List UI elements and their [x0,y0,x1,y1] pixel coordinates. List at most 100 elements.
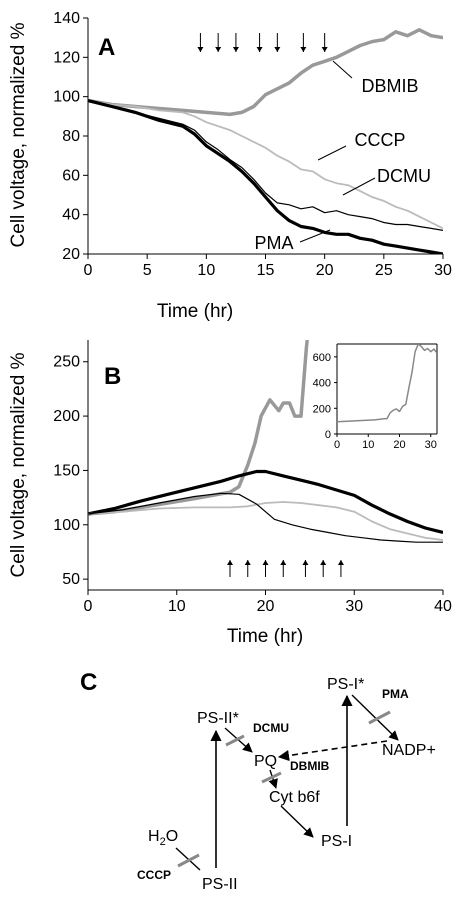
x-tick-label: 20 [257,598,275,615]
y-tick-label: 50 [62,571,80,588]
y-tick-label: 600 [313,352,331,364]
treatment-arrow-head [227,560,233,565]
panel-b-xlabel: Time (hr) [227,626,303,647]
arrow-cytb6f-to-ps1 [280,805,314,838]
panel-a-label: A [98,34,115,61]
leader-cccp [317,145,347,161]
treatment-arrow-head [262,560,269,565]
y-tick-label: 100 [53,89,80,106]
treatment-arrow-head [280,560,287,565]
series-line-3 [88,492,443,543]
x-tick-label: 40 [434,598,452,615]
series-line-dbmib [88,28,443,117]
series-line-dcmu [88,100,443,231]
y-tick-label: 20 [62,246,80,263]
x-tick-label: 10 [362,439,374,451]
treatment-arrow-head [320,560,327,565]
series-line-pma [88,99,443,254]
treatment-arrow-head [321,47,328,52]
series-group [337,344,437,423]
treatment-arrow-head [300,47,307,52]
series-line-cccp [88,99,443,230]
treatment-arrow-head [274,47,281,52]
node-pq: PQ [254,753,277,770]
leader-dcmu [342,177,376,196]
h2o-subscript: 2 [160,836,166,848]
treatment-arrow-head [302,560,309,565]
node-ps2: PS-II [202,876,238,893]
x-tick-label: 15 [257,262,275,279]
treatment-arrow-head [244,560,251,565]
y-tick-label: 200 [53,408,80,425]
y-tick-label: 0 [325,429,331,441]
y-tick-label: 100 [53,517,80,534]
y-tick-label: 250 [53,354,80,371]
series-group [88,28,443,254]
x-tick-label: 30 [345,598,363,615]
node-h2o: H2O [148,828,178,848]
block-mark-cccp [177,853,200,868]
inhibitor-dcmu: DCMU [253,721,289,735]
x-tick-label: 20 [316,262,334,279]
panel-b-inset: 0 10 20 30 0 200 400 600 [313,343,438,451]
series-line-1 [88,469,443,534]
series-line-0 [88,340,309,516]
panel-a-ylabel: Cell voltage, normalized % [8,22,29,247]
y-tick-label: 60 [62,167,80,184]
label-dbmib: DBMIB [361,76,418,96]
panel-a-xlabel: Time (hr) [157,301,233,322]
x-tick-label: 0 [84,262,93,279]
x-tick-label: 30 [425,439,437,451]
line-h2o-to-ps2 [175,847,201,871]
label-cccp: CCCP [354,130,405,150]
panel-b-label: B [104,363,121,390]
label-dcmu: DCMU [377,166,431,186]
panel-b-ylabel: Cell voltage, normalized % [8,352,29,577]
y-tick-label: 200 [313,403,331,415]
x-tick-label: 0 [334,439,340,451]
x-tick-label: 10 [197,262,215,279]
arrow-ps1star-to-nadp [351,694,399,741]
treatment-arrow-head [215,47,222,52]
panel-a-plot-area: 0 5 10 15 20 25 30 20 40 60 80 100 120 140 [53,10,452,279]
node-ps1: PS-I [321,833,352,850]
treatment-arrow-head [197,47,204,52]
series-line-2 [88,501,443,541]
x-tick-label: 20 [393,439,405,451]
arrow-pq-to-cytb6f [268,769,278,789]
y-tick-label: 120 [53,49,80,66]
y-tick-label: 150 [53,462,80,479]
leader-dbmib [332,60,353,79]
block-mark-dbmib [261,771,282,784]
x-tick-label: 5 [143,262,152,279]
treatment-arrow-head [337,560,344,565]
h2o-h: H [148,828,160,845]
series-group [88,340,443,543]
treatment-arrow-head [256,47,263,52]
panel-a-chart: 0 5 10 15 20 25 30 20 40 60 80 100 120 140 A Time (hr… [8,10,452,322]
node-nadp: NADP+ [382,742,436,759]
panel-c-label: C [80,669,97,696]
arrow-cyclic-dashed [277,740,388,762]
block-mark-pma [368,710,391,725]
node-cytb6f: Cyt b6f [269,789,320,806]
x-tick-label: 30 [434,262,452,279]
series-line-0 [337,344,437,423]
treatment-arrow-head [232,47,239,52]
panel-c-diagram: C PS-I* PMA PS-II* DCMU NADP+ PQ DBMIB C… [80,669,436,893]
y-tick-label: 40 [62,207,80,224]
inhibitor-dbmib: DBMIB [290,759,330,773]
h2o-o: O [166,828,178,845]
x-tick-label: 10 [168,598,186,615]
y-tick-label: 80 [62,128,80,145]
leader-pma [299,229,331,243]
y-tick-label: 400 [313,378,331,390]
inhibitor-pma: PMA [382,687,409,701]
x-tick-label: 0 [84,598,93,615]
x-tick-label: 25 [375,262,393,279]
block-mark-dcmu [225,734,245,747]
y-tick-label: 140 [53,10,80,27]
